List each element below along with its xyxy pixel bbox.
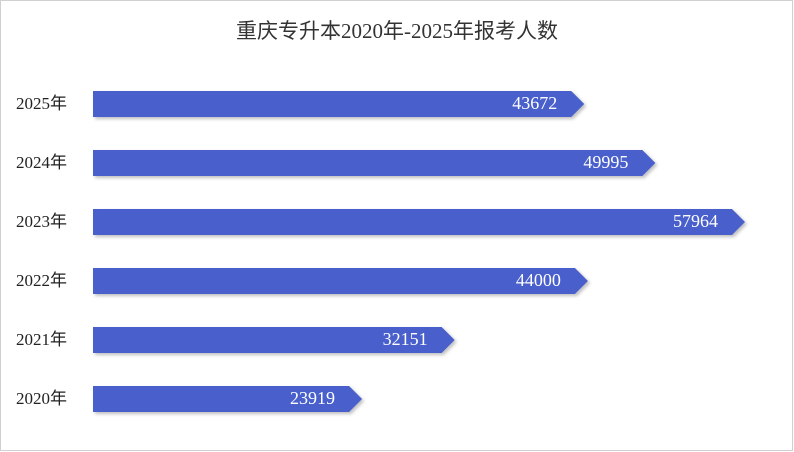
bar <box>93 386 363 412</box>
value-label: 23919 <box>290 388 335 408</box>
value-label: 44000 <box>516 270 561 290</box>
bar <box>93 327 455 353</box>
category-label: 2025年 <box>16 94 67 113</box>
category-label: 2024年 <box>16 153 67 172</box>
bar <box>93 150 656 176</box>
value-label: 32151 <box>383 329 428 349</box>
bar <box>93 268 588 294</box>
value-label: 43672 <box>512 93 557 113</box>
bar <box>93 209 745 235</box>
bar <box>93 91 585 117</box>
category-label: 2022年 <box>16 271 67 290</box>
category-label: 2020年 <box>16 389 67 408</box>
chart-title: 重庆专升本2020年-2025年报考人数 <box>236 19 558 43</box>
value-label: 57964 <box>673 211 718 231</box>
category-label: 2021年 <box>16 330 67 349</box>
value-label: 49995 <box>583 152 628 172</box>
category-label: 2023年 <box>16 212 67 231</box>
